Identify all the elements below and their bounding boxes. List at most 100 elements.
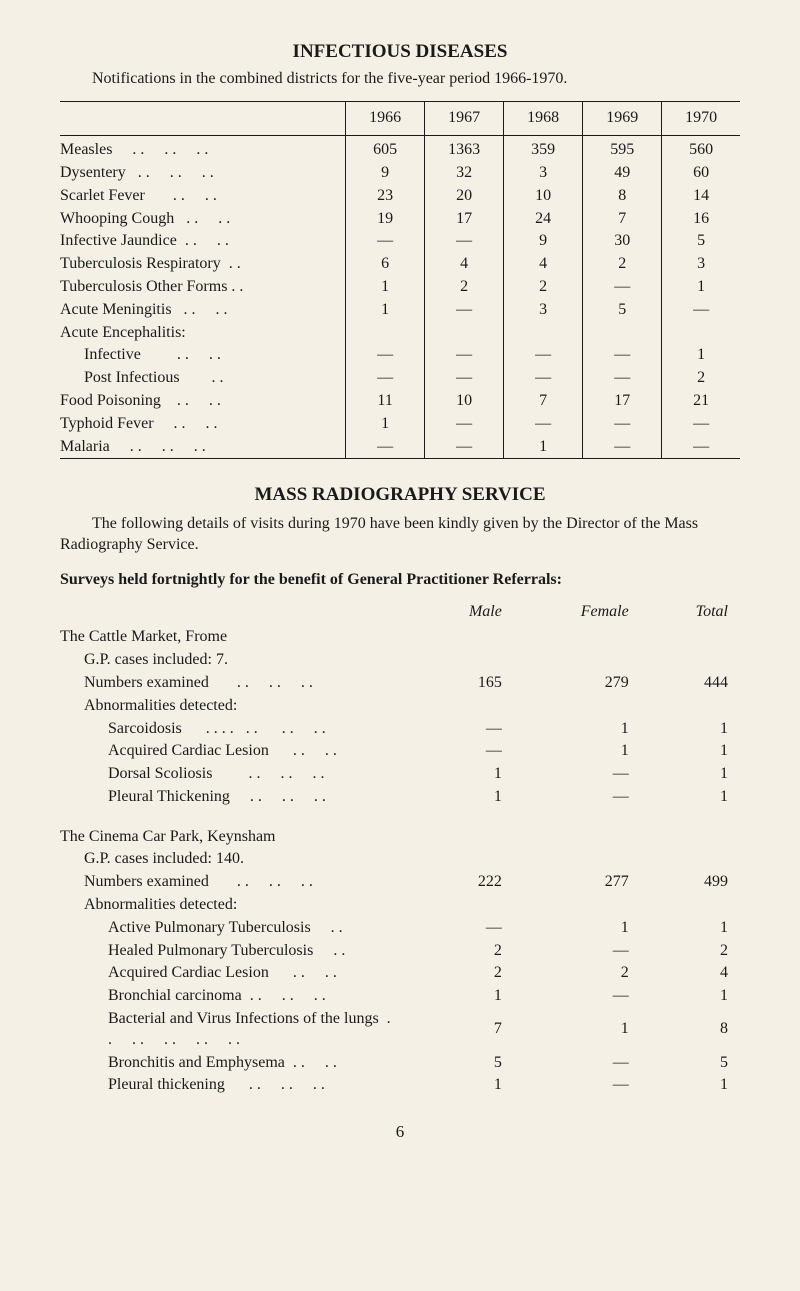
row-value: 2: [662, 367, 740, 390]
row-value: —: [346, 344, 425, 367]
empty-cell: [641, 848, 740, 871]
table-row: Acute Meningitis . . . .1—35—: [60, 299, 740, 322]
survey-value: [414, 695, 514, 718]
infectious-table: 1966 1967 1968 1969 1970 Measles . . . .…: [60, 101, 740, 459]
th-1969: 1969: [583, 102, 662, 136]
row-value: 9: [504, 230, 583, 253]
survey-value: 1: [414, 985, 514, 1008]
row-value: [425, 322, 504, 345]
table-row: Acute Encephalitis:: [60, 322, 740, 345]
row-value: 1: [346, 413, 425, 436]
sh-total: Total: [641, 601, 740, 627]
row-value: 20: [425, 185, 504, 208]
row-value: 21: [662, 390, 740, 413]
empty-cell: [414, 809, 514, 849]
row-value: 32: [425, 162, 504, 185]
row-value: 1: [662, 344, 740, 367]
survey-row: Bronchial carcinoma . . . . . .1—1: [60, 985, 740, 1008]
row-value: —: [583, 413, 662, 436]
row-value: 2: [583, 253, 662, 276]
title-radiography: MASS RADIOGRAPHY SERVICE: [60, 483, 740, 508]
survey-header-row: Male Female Total: [60, 601, 740, 627]
survey-row: Healed Pulmonary Tuberculosis . .2—2: [60, 940, 740, 963]
row-value: 17: [583, 390, 662, 413]
row-value: [504, 322, 583, 345]
survey-value: —: [514, 985, 641, 1008]
survey-value: 165: [414, 672, 514, 695]
table-row: Infective . . . .————1: [60, 344, 740, 367]
table-header-row: 1966 1967 1968 1969 1970: [60, 102, 740, 136]
survey-value: —: [514, 1074, 641, 1097]
survey-value: [641, 894, 740, 917]
table-row: Dysentery . . . . . .93234960: [60, 162, 740, 185]
survey-value: —: [514, 763, 641, 786]
sh-blank: [60, 601, 414, 627]
row-value: —: [504, 367, 583, 390]
table-row: Tuberculosis Respiratory . .64423: [60, 253, 740, 276]
row-value: —: [662, 299, 740, 322]
row-value: 6: [346, 253, 425, 276]
row-value: —: [583, 344, 662, 367]
th-1966: 1966: [346, 102, 425, 136]
row-value: —: [425, 436, 504, 459]
row-label: Malaria . . . . . .: [60, 436, 346, 459]
row-value: 17: [425, 208, 504, 231]
survey-value: 1: [514, 740, 641, 763]
survey-label: Abnormalities detected:: [60, 894, 414, 917]
row-value: 5: [662, 230, 740, 253]
row-label: Acute Encephalitis:: [60, 322, 346, 345]
survey-value: 499: [641, 871, 740, 894]
row-value: 8: [583, 185, 662, 208]
location-name: The Cattle Market, Frome: [60, 626, 414, 649]
empty-cell: [414, 626, 514, 649]
row-value: 19: [346, 208, 425, 231]
row-value: 560: [662, 136, 740, 162]
survey-value: [641, 695, 740, 718]
row-label: Infective Jaundice . . . .: [60, 230, 346, 253]
row-value: —: [504, 413, 583, 436]
survey-row: Dorsal Scoliosis . . . . . .1—1: [60, 763, 740, 786]
gp-label: G.P. cases included: 140.: [60, 848, 414, 871]
row-value: 1: [504, 436, 583, 459]
row-value: 24: [504, 208, 583, 231]
row-value: [346, 322, 425, 345]
survey-value: 2: [414, 940, 514, 963]
survey-row: Pleural Thickening . . . . . .1—1: [60, 786, 740, 809]
page-number: 6: [60, 1121, 740, 1143]
survey-row: Acquired Cardiac Lesion . . . .—11: [60, 740, 740, 763]
survey-value: —: [414, 740, 514, 763]
row-value: 4: [425, 253, 504, 276]
table-row: Scarlet Fever . . . .232010814: [60, 185, 740, 208]
table-row: Measles . . . . . .6051363359595560: [60, 136, 740, 162]
row-value: 3: [504, 162, 583, 185]
empty-cell: [641, 809, 740, 849]
row-value: 2: [425, 276, 504, 299]
row-value: —: [583, 276, 662, 299]
table-row: Post Infectious . .————2: [60, 367, 740, 390]
survey-value: 5: [641, 1052, 740, 1075]
row-value: —: [346, 436, 425, 459]
sh-male: Male: [414, 601, 514, 627]
row-value: 1: [662, 276, 740, 299]
survey-value: 222: [414, 871, 514, 894]
row-value: 10: [425, 390, 504, 413]
table-row: Infective Jaundice . . . .——9305: [60, 230, 740, 253]
location-name: The Cinema Car Park, Keynsham: [60, 809, 414, 849]
location-row: The Cattle Market, Frome: [60, 626, 740, 649]
survey-label: Sarcoidosis . . . . . . . . . .: [60, 718, 414, 741]
row-value: 60: [662, 162, 740, 185]
survey-value: 1: [641, 763, 740, 786]
table-row: Malaria . . . . . .——1——: [60, 436, 740, 459]
survey-value: 1: [641, 985, 740, 1008]
th-1970: 1970: [662, 102, 740, 136]
row-value: 10: [504, 185, 583, 208]
empty-cell: [514, 649, 641, 672]
survey-value: —: [414, 718, 514, 741]
survey-value: 277: [514, 871, 641, 894]
surveys-heading: Surveys held fortnightly for the benefit…: [60, 570, 740, 591]
row-value: 2: [504, 276, 583, 299]
row-value: 49: [583, 162, 662, 185]
radiography-para: The following details of visits during 1…: [60, 514, 740, 556]
survey-value: 5: [414, 1052, 514, 1075]
th-1968: 1968: [504, 102, 583, 136]
